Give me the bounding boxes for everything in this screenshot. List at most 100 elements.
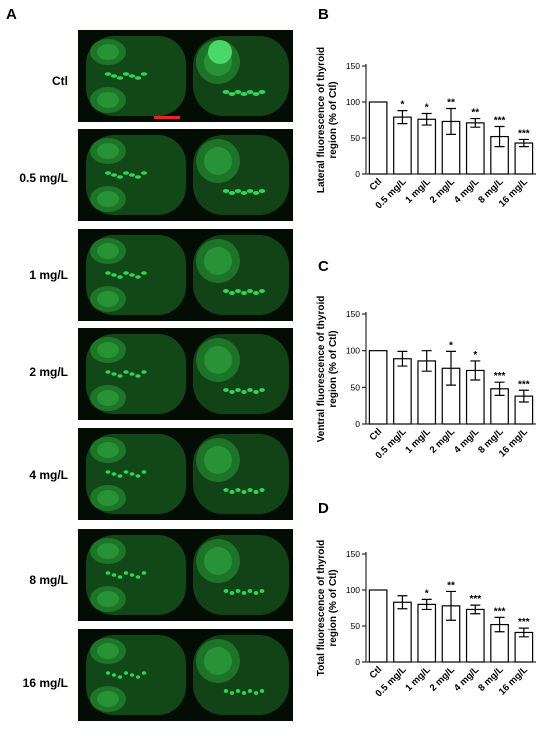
lateral-fluorescence-chart: Lateral fluorescence of thyroid region (%…: [316, 47, 536, 211]
significance-marker: ***: [518, 128, 530, 139]
significance-marker: ***: [494, 115, 506, 126]
fluorescence-image: [78, 428, 293, 520]
significance-marker: ***: [518, 617, 530, 628]
x-tick-label: 4 mg/L: [452, 664, 482, 694]
larva-image: [78, 529, 293, 621]
y-tick-label: 0: [355, 419, 360, 429]
larva-head-outline: [86, 135, 289, 215]
y-axis-label: region (% of Ctl): [328, 81, 339, 158]
error-bar: [518, 138, 529, 148]
error-bar: [421, 112, 432, 126]
error-bar: [470, 360, 481, 381]
thyroid-fluorescence-spots: [104, 171, 266, 195]
error-bar: [446, 350, 456, 386]
bar: [393, 358, 412, 425]
x-tick-label: 1 mg/L: [403, 664, 433, 694]
y-tick-label: 0: [355, 657, 360, 667]
row-label: 0.5 mg/L: [19, 171, 68, 185]
x-tick-label: Ctl: [368, 426, 385, 443]
bar: [465, 122, 485, 175]
significance-marker: *: [449, 340, 453, 351]
x-tick-label: 1 mg/L: [403, 426, 433, 456]
y-tick-label: 150: [346, 309, 360, 319]
panel-letter-d: D: [318, 500, 329, 517]
larva-image: [78, 629, 293, 721]
y-tick-label: 50: [351, 133, 361, 143]
x-tick-label: Ctl: [368, 664, 385, 681]
bar: [368, 589, 388, 663]
ventral-fluorescence-chart: Ventral fluorescence of thyroid region (%…: [316, 296, 536, 461]
bar: [368, 350, 388, 425]
y-tick-label: 50: [351, 382, 361, 392]
y-tick-label: 100: [346, 97, 360, 107]
y-tick-label: 100: [346, 585, 360, 595]
error-bar: [446, 107, 456, 135]
significance-marker: ***: [469, 594, 481, 605]
fluorescence-image: [78, 529, 293, 621]
larva-head-outline: [86, 635, 289, 715]
bar: [417, 603, 437, 663]
larva-image: [78, 30, 293, 122]
thyroid-fluorescence-spots: [105, 671, 265, 695]
fluorescence-image: [78, 328, 293, 420]
bar: [465, 608, 485, 663]
significance-marker: ***: [518, 379, 530, 390]
significance-marker: *: [425, 103, 429, 114]
significance-marker: *: [425, 588, 429, 599]
x-tick-label: 2 mg/L: [428, 176, 458, 206]
thyroid-fluorescence-spots: [105, 271, 265, 295]
row-label: 4 mg/L: [29, 468, 68, 482]
significance-marker: **: [471, 108, 479, 119]
row-label: Ctl: [52, 74, 68, 88]
larva-image: [78, 129, 293, 221]
error-bar: [397, 595, 408, 610]
bar: [393, 601, 412, 663]
error-bar: [470, 604, 481, 615]
y-axis-label: Lateral fluorescence of thyroid: [316, 47, 327, 193]
significance-marker: **: [447, 580, 455, 591]
error-bar: [518, 389, 529, 403]
thyroid-fluorescence-spots: [105, 370, 265, 394]
y-tick-label: 0: [355, 169, 360, 179]
larva-head-outline: [86, 36, 289, 116]
x-tick-label: 4 mg/L: [452, 426, 482, 456]
larva-head-outline: [86, 334, 289, 414]
scale-bar: [154, 116, 180, 119]
larva-head-outline: [86, 535, 289, 615]
error-bar: [518, 627, 529, 638]
fluorescence-image: [78, 30, 293, 122]
row-label: 16 mg/L: [22, 676, 68, 690]
y-tick-label: 150: [346, 549, 360, 559]
row-label: 2 mg/L: [29, 365, 68, 379]
thyroid-fluorescence-spots: [105, 470, 265, 494]
total-fluorescence-chart: Total fluorescence of thyroid region (% o…: [316, 540, 536, 699]
bar: [417, 118, 437, 175]
error-bar: [470, 117, 481, 128]
x-tick-label: 1 mg/L: [403, 176, 433, 206]
error-bar: [397, 110, 408, 125]
larva-image: [78, 428, 293, 520]
bar: [393, 116, 412, 175]
error-bar: [446, 590, 456, 621]
panel-letter-c: C: [318, 258, 329, 275]
thyroid-fluorescence-spots: [105, 571, 265, 595]
fluorescence-image: [78, 629, 293, 721]
x-tick-label: 2 mg/L: [428, 426, 458, 456]
fluorescence-image: [78, 229, 293, 321]
row-label: 8 mg/L: [29, 573, 68, 587]
y-tick-label: 150: [346, 61, 360, 71]
x-tick-label: 2 mg/L: [428, 664, 458, 694]
bar: [514, 142, 534, 175]
y-axis-label: region (% of Ctl): [328, 569, 339, 646]
error-bar: [421, 350, 432, 372]
y-axis-label: region (% of Ctl): [328, 330, 339, 407]
larva-head-outline: [86, 434, 289, 514]
y-axis-label: Ventral fluorescence of thyroid: [316, 296, 327, 443]
x-tick-label: 4 mg/L: [452, 176, 482, 206]
significance-marker: ***: [494, 606, 506, 617]
y-axis-label: Total fluorescence of thyroid: [316, 540, 327, 677]
panel-letter-a: A: [6, 6, 17, 23]
fluorescence-image: [78, 129, 293, 221]
error-bar: [494, 381, 505, 396]
thyroid-fluorescence-spots: [104, 72, 266, 96]
